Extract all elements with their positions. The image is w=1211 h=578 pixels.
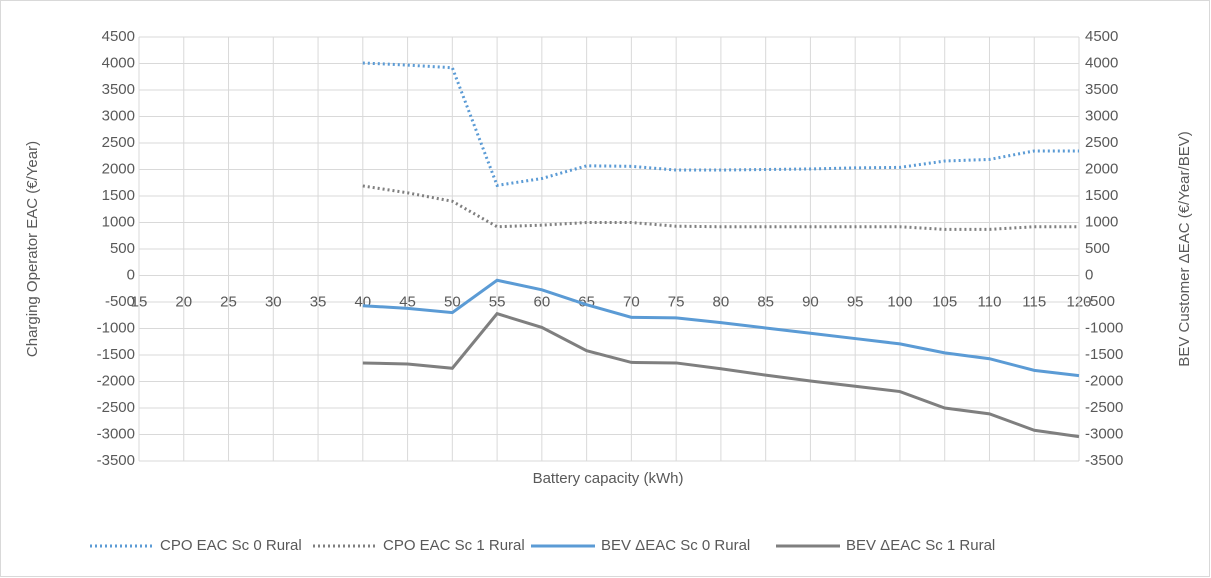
- x-tick-label: 25: [220, 293, 237, 310]
- x-tick-label: 95: [847, 293, 864, 310]
- y-tick-label: 4500: [102, 28, 135, 45]
- x-tick-label: 75: [668, 293, 685, 310]
- y-tick-label: -500: [105, 293, 135, 310]
- y2-tick-label: 2000: [1085, 160, 1118, 177]
- y-tick-label: -3500: [97, 452, 135, 469]
- x-tick-label: 30: [265, 293, 282, 310]
- y2-tick-label: -2500: [1085, 399, 1123, 416]
- series-line: [362, 311, 1080, 439]
- y2-tick-label: 4000: [1085, 54, 1118, 71]
- y2-tick-label: 1000: [1085, 213, 1118, 230]
- y2-tick-label: 1500: [1085, 187, 1118, 204]
- y-tick-label: 1000: [102, 213, 135, 230]
- x-tick-label: 85: [757, 293, 774, 310]
- y-tick-label: 2000: [102, 160, 135, 177]
- y2-axis-label: BEV Customer ΔEAC (€/Year/BEV): [1176, 131, 1193, 366]
- y-tick-label: -3000: [97, 425, 135, 442]
- y-tick-label: 500: [110, 240, 135, 257]
- y2-tick-label: 2500: [1085, 134, 1118, 151]
- y2-tick-label: -500: [1085, 293, 1115, 310]
- y-tick-label: -1000: [97, 319, 135, 336]
- x-tick-label: 55: [489, 293, 506, 310]
- y2-tick-label: -3000: [1085, 425, 1123, 442]
- y2-tick-label: 3000: [1085, 107, 1118, 124]
- y-tick-label: 4000: [102, 54, 135, 71]
- legend-label: CPO EAC Sc 1 Rural: [383, 537, 525, 554]
- legend-label: BEV ΔEAC Sc 0 Rural: [601, 537, 750, 554]
- y2-tick-label: 0: [1085, 266, 1093, 283]
- y-tick-label: -2500: [97, 399, 135, 416]
- x-tick-label: 80: [713, 293, 730, 310]
- y-tick-label: 0: [127, 266, 135, 283]
- y-tick-label: 2500: [102, 134, 135, 151]
- x-tick-label: 110: [978, 293, 1002, 310]
- y-tick-label: -1500: [97, 346, 135, 363]
- series-line: [362, 184, 1079, 231]
- y2-tick-label: 4500: [1085, 28, 1118, 45]
- y2-tick-label: -1000: [1085, 319, 1123, 336]
- y2-tick-label: 3500: [1085, 81, 1118, 98]
- series-line: [362, 278, 1080, 378]
- x-tick-label: 60: [534, 293, 551, 310]
- y-tick-label: -2000: [97, 372, 135, 389]
- x-tick-label: 35: [310, 293, 327, 310]
- x-tick-label: 45: [399, 293, 416, 310]
- y2-tick-label: -3500: [1085, 452, 1123, 469]
- x-tick-label: 40: [354, 293, 371, 310]
- y2-tick-label: -1500: [1085, 346, 1123, 363]
- y2-tick-label: 500: [1085, 240, 1110, 257]
- x-tick-label: 20: [175, 293, 192, 310]
- x-tick-label: 115: [1022, 293, 1046, 310]
- y2-tick-label: -2000: [1085, 372, 1123, 389]
- x-tick-label: 90: [802, 293, 819, 310]
- x-tick-label: 50: [444, 293, 461, 310]
- y-tick-label: 1500: [102, 187, 135, 204]
- x-tick-label: 100: [887, 293, 912, 310]
- legend-label: CPO EAC Sc 0 Rural: [160, 537, 302, 554]
- y-axis-label: Charging Operator EAC (€/Year): [24, 141, 41, 357]
- y-tick-label: 3500: [102, 81, 135, 98]
- x-axis-label: Battery capacity (kWh): [533, 470, 684, 487]
- x-tick-label: 105: [932, 293, 957, 310]
- series-line: [362, 61, 1079, 188]
- y-tick-label: 3000: [102, 107, 135, 124]
- legend-label: BEV ΔEAC Sc 1 Rural: [846, 537, 995, 554]
- x-tick-label: 70: [623, 293, 640, 310]
